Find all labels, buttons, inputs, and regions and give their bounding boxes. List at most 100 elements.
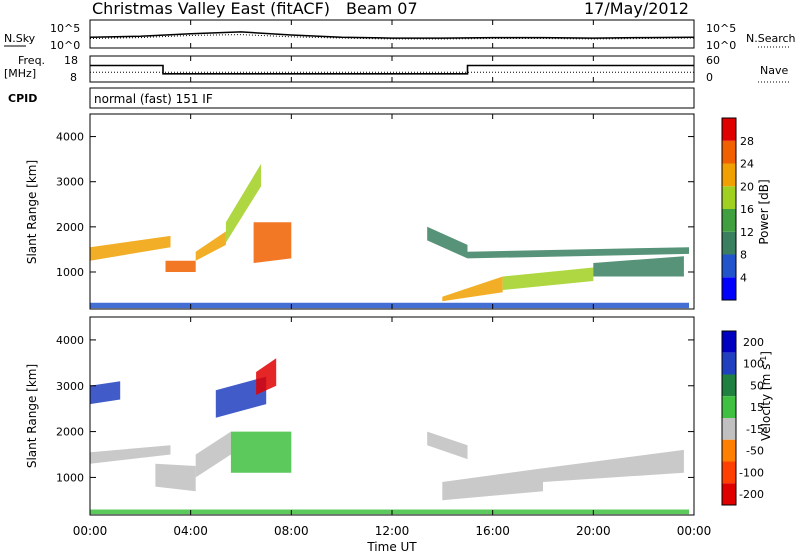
freq-right-tick-top: 60 <box>706 54 720 67</box>
velocity-y-ticks: 1000 2000 3000 4000 <box>56 334 694 484</box>
y-tick-label: 1000 <box>56 266 84 279</box>
x-tick-label: 00:00 <box>677 524 712 538</box>
freq-left-tick-top: 18 <box>64 54 78 67</box>
heatmap-band <box>467 247 689 259</box>
cpid-value: normal (fast) 151 IF <box>94 92 213 106</box>
y-tick-label: 3000 <box>56 380 84 393</box>
x-tick-label: 00:00 <box>73 524 108 538</box>
x-axis-label: Time UT <box>366 540 417 554</box>
power-y-ticks: 1000 2000 3000 4000 <box>56 131 694 279</box>
heatmap-band <box>195 231 226 261</box>
heatmap-band <box>543 449 684 482</box>
y-tick-label: 3000 <box>56 176 84 189</box>
freq-left-tick-bottom: 8 <box>70 71 77 84</box>
colorbar-frame <box>721 117 737 301</box>
power-heatmap <box>90 163 689 309</box>
power-panel-frame <box>89 113 695 310</box>
heatmap-band <box>90 302 689 309</box>
colorbar-swatch <box>722 374 736 397</box>
colorbar-tick-label: 50 <box>750 379 764 392</box>
heatmap-band <box>256 358 277 395</box>
chart-title: Christmas Valley East (fitACF) <box>92 0 330 18</box>
colorbar-swatch <box>722 418 736 440</box>
x-tick-label: 08:00 <box>274 524 309 538</box>
noise-right-tick-top: 10^5 <box>706 22 736 35</box>
y-tick-label: 4000 <box>56 131 84 144</box>
colorbar-tick-label: 20 <box>740 180 754 193</box>
power-colorbar-label: Power [dB] <box>757 179 771 244</box>
colorbar-swatch <box>722 231 736 255</box>
colorbar-swatch <box>722 331 736 353</box>
y-tick-label: 2000 <box>56 221 84 234</box>
noise-left-tick-bottom: 10^0 <box>50 39 80 52</box>
cpid-label: CPID <box>8 92 37 105</box>
heatmap-band <box>253 222 292 263</box>
velocity-heatmap <box>90 358 689 515</box>
freq-right-label: Nave <box>760 64 788 77</box>
heatmap-band <box>427 226 468 259</box>
colorbar-swatch <box>722 140 736 164</box>
freq-left-label-2: [MHz] <box>4 67 36 80</box>
date-label: 17/May/2012 <box>584 0 689 18</box>
cpid-box <box>89 87 695 109</box>
noise-right-tick-bottom: 10^0 <box>706 39 736 52</box>
colorbar-tick-label: 16 <box>740 203 754 216</box>
colorbar-tick-label: -50 <box>746 445 764 458</box>
heatmap-band <box>90 445 171 464</box>
velocity-panel: 1000 2000 3000 4000 Slant Range [km] 200 100… <box>25 316 774 516</box>
beam-label: Beam 07 <box>346 0 418 18</box>
colorbar-tick-label: 8 <box>740 249 747 262</box>
heatmap-band <box>225 163 262 243</box>
colorbar-tick-label: 100 <box>743 358 764 371</box>
heatmap-band <box>90 381 121 405</box>
colorbar-frame <box>721 330 737 506</box>
power-colorbar: 4 8 12 16 20 24 28 <box>721 117 754 301</box>
colorbar-tick-label: 28 <box>740 135 754 148</box>
heatmap-band <box>90 509 689 515</box>
x-tick-label: 16:00 <box>475 524 510 538</box>
colorbar-swatch <box>722 277 736 300</box>
colorbar-swatch <box>722 254 736 278</box>
velocity-y-label: Slant Range [km] <box>25 364 39 468</box>
power-y-label: Slant Range [km] <box>25 160 39 264</box>
noise-left-tick-top: 10^5 <box>50 22 80 35</box>
heatmap-band <box>90 235 171 261</box>
freq-left-label-1: Freq. <box>18 54 45 67</box>
colorbar-swatch <box>722 186 736 209</box>
colorbar-swatch <box>722 352 736 375</box>
colorbar-tick-label: -15 <box>746 423 764 436</box>
colorbar-tick-label: 15 <box>750 401 764 414</box>
colorbar-tick-label: 12 <box>740 226 754 239</box>
y-tick-label: 1000 <box>56 471 84 484</box>
freq-line <box>90 64 694 75</box>
colorbar-tick-label: 24 <box>740 158 754 171</box>
colorbar-swatch <box>722 483 736 505</box>
heatmap-band <box>195 431 231 478</box>
heatmap-band <box>442 276 503 302</box>
x-tick-label: 04:00 <box>173 524 208 538</box>
heatmap-band <box>155 463 196 492</box>
heatmap-band <box>442 468 543 501</box>
heatmap-band <box>215 376 267 418</box>
colorbar-swatch <box>722 118 736 141</box>
colorbar-swatch <box>722 209 736 232</box>
freq-right-tick-bottom: 0 <box>706 71 713 84</box>
freq-panel: Freq. [MHz] 18 8 60 0 Nave <box>4 54 790 84</box>
velocity-colorbar: 200 100 50 15 -15 -50 -100 -200 <box>721 330 764 506</box>
x-tick-label: 12:00 <box>375 524 410 538</box>
colorbar-swatch <box>722 439 736 462</box>
y-tick-label: 2000 <box>56 426 84 439</box>
colorbar-tick-label: 4 <box>740 271 747 284</box>
heatmap-band <box>502 267 594 290</box>
heatmap-band <box>165 260 196 272</box>
velocity-colorbar-label: Velocity [m s-1] <box>759 351 774 441</box>
noise-left-label: N.Sky <box>4 32 36 45</box>
colorbar-swatch <box>722 461 736 484</box>
colorbar-tick-label: 200 <box>743 336 764 349</box>
power-panel: 1000 2000 3000 4000 Slant Range [km] 4 8 12 16… <box>25 113 771 310</box>
heatmap-band <box>427 431 468 460</box>
colorbar-tick-label: -100 <box>739 466 764 479</box>
noise-panel: N.Sky 10^5 10^0 10^5 10^0 N.Search <box>4 19 796 52</box>
x-tick-label: 20:00 <box>576 524 611 538</box>
